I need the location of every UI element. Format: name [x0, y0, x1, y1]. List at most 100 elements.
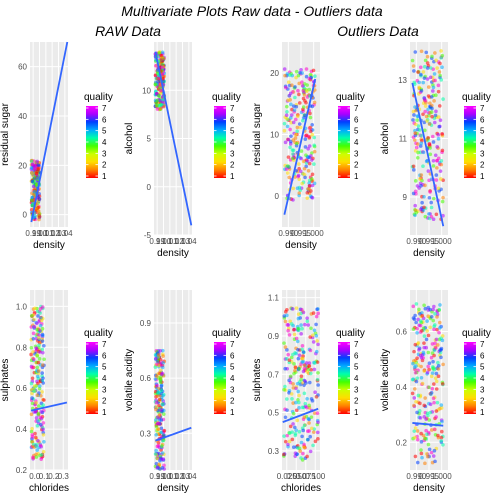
data-point [285, 313, 289, 318]
data-point [302, 166, 307, 171]
data-point [418, 416, 423, 420]
data-point [423, 396, 427, 400]
data-point [283, 415, 288, 420]
legend-label: 6 [480, 351, 485, 360]
data-point [440, 132, 444, 136]
data-point [295, 418, 300, 423]
data-point [34, 452, 38, 457]
data-point [424, 337, 429, 342]
data-point [422, 303, 426, 308]
data-point [290, 437, 295, 442]
x-tick-label: 0.990 [406, 472, 427, 481]
legend-label: 2 [230, 161, 235, 170]
legend-label: 4 [102, 374, 107, 383]
data-point [433, 459, 437, 464]
legend-label: 6 [480, 115, 485, 124]
data-point [411, 118, 415, 122]
data-point [438, 169, 443, 173]
data-point [285, 104, 289, 109]
x-tick-label: 1.00 [156, 472, 172, 481]
data-point [161, 361, 165, 365]
data-point [430, 54, 434, 59]
data-point [439, 438, 444, 443]
data-point [430, 103, 434, 108]
data-point [156, 79, 160, 84]
data-point [288, 431, 292, 435]
data-point [436, 137, 441, 141]
data-point [29, 165, 34, 170]
data-point [296, 88, 300, 93]
data-point [38, 443, 43, 448]
data-point [421, 164, 425, 168]
y-tick-label: 0.2 [16, 466, 28, 475]
data-point [413, 131, 418, 135]
data-point [38, 415, 43, 420]
data-point [415, 356, 419, 360]
data-point [30, 198, 34, 203]
data-point [36, 163, 41, 167]
data-point [36, 404, 41, 408]
data-point [431, 158, 436, 163]
data-point [31, 336, 36, 341]
data-point [410, 391, 415, 396]
data-point [429, 450, 434, 455]
data-point [413, 387, 417, 391]
legend-label: 4 [230, 138, 235, 147]
data-point [309, 426, 314, 431]
data-point [299, 149, 304, 153]
data-point [438, 61, 442, 66]
data-point [418, 323, 423, 328]
data-point [440, 53, 445, 58]
data-point [41, 350, 45, 355]
data-point [293, 425, 297, 430]
y-tick-label: 0.9 [268, 332, 280, 341]
data-point [427, 385, 431, 390]
legend-label: 2 [354, 161, 359, 170]
legend-colorbar [214, 106, 226, 178]
data-point [311, 311, 316, 315]
data-point [423, 128, 427, 133]
x-tick-label: 1.04 [181, 472, 197, 481]
data-point [158, 368, 163, 373]
legend-label: 3 [480, 149, 485, 158]
data-point [154, 400, 159, 405]
data-point [30, 376, 35, 381]
data-point [441, 362, 445, 367]
legend-colorbar [338, 342, 350, 414]
data-point [412, 317, 417, 321]
data-point [431, 396, 436, 401]
data-point [30, 179, 35, 184]
data-point [304, 133, 309, 138]
data-point [439, 162, 444, 167]
data-point [411, 164, 416, 169]
trend-line [411, 82, 445, 227]
data-point [290, 156, 295, 161]
data-point [282, 128, 287, 133]
legend-label: 1 [480, 172, 485, 181]
data-point [312, 143, 316, 148]
data-point [155, 107, 160, 111]
data-point [426, 85, 431, 89]
data-point [35, 365, 40, 370]
data-point [420, 313, 425, 318]
data-point [308, 348, 313, 353]
legend-title: quality [462, 92, 491, 103]
x-tick-label: 0.990 [406, 237, 427, 246]
data-point [311, 68, 316, 73]
chart-panel-6: 0.3 0.6 0.9 0.991.001.011.021.031.04 density… [124, 290, 241, 494]
data-point [288, 424, 293, 429]
data-point [293, 117, 298, 122]
data-point [300, 181, 304, 186]
x-tick-label: 1.03 [175, 472, 191, 481]
data-point [417, 80, 421, 85]
data-point [293, 365, 298, 369]
data-point [434, 109, 438, 114]
legend-label: 3 [354, 385, 359, 394]
legend-label: 4 [102, 138, 107, 147]
data-point [34, 455, 39, 459]
x-tick-label: 1.04 [57, 229, 73, 238]
